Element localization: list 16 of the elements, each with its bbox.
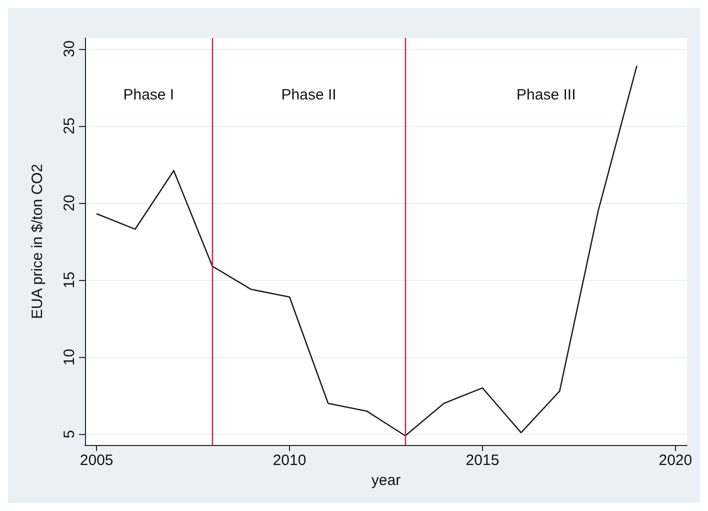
- y-tick-label: 25: [61, 118, 78, 134]
- x-tick-label: 2005: [80, 452, 114, 469]
- y-tick-label: 20: [61, 194, 78, 212]
- line-series: [96, 65, 638, 436]
- y-tick-label: 30: [61, 40, 78, 58]
- x-axis-title: year: [371, 472, 401, 489]
- y-axis-title: EUA price in $/ton CO2: [29, 164, 46, 320]
- y-tick-label: 10: [61, 348, 78, 366]
- annotation: Phase III: [516, 86, 576, 104]
- y-tick-label: 5: [61, 430, 78, 438]
- annotation: Phase I: [123, 86, 174, 104]
- x-tick-label: 2015: [466, 452, 500, 469]
- annotation: Phase II: [281, 86, 336, 104]
- y-tick-label: 15: [61, 272, 78, 288]
- x-tick-label: 2020: [658, 452, 692, 469]
- x-tick-label: 2010: [272, 452, 306, 469]
